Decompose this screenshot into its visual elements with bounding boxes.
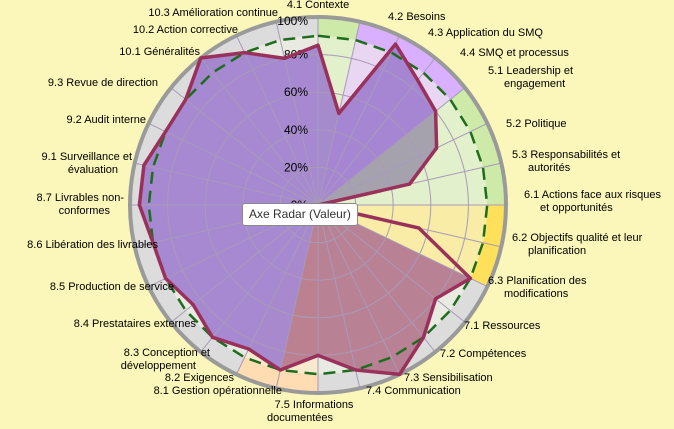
- category-label: 9.3 Revue de direction: [48, 77, 158, 89]
- data-point-16: [278, 368, 282, 372]
- category-label-line: 8.3 Conception et: [124, 347, 210, 359]
- grid-spoke-12: [317, 204, 436, 353]
- category-label-line: 7.5 Informations: [275, 399, 354, 411]
- category-label-line: 6.1 Actions face aux risques: [524, 189, 661, 201]
- data-point-6: [435, 146, 439, 150]
- grid-spoke-14: [317, 204, 361, 389]
- data-point-23: [142, 163, 146, 167]
- data-point-19: [191, 303, 195, 307]
- category-label: 7.5 Informations documentées: [267, 399, 354, 424]
- data-fill-region-1: [318, 44, 436, 205]
- category-label: 4.2 Besoins: [388, 11, 446, 23]
- grid-spoke-26: [200, 57, 319, 206]
- category-label: 6.2 Objectifs qualité et leur planificati…: [512, 232, 643, 257]
- data-point-9: [417, 226, 421, 230]
- grid-spoke-24: [148, 122, 319, 206]
- data-point-24: [164, 130, 168, 134]
- category-label: 10.3 Amélioration continue: [148, 7, 278, 19]
- data-point-3: [393, 42, 398, 46]
- data-point-25: [184, 97, 188, 102]
- category-label: 8.2 Exigences: [165, 372, 235, 384]
- category-label-line: planification: [528, 245, 586, 257]
- category-label: 5.1 Leadership et engagement: [488, 65, 573, 90]
- data-point-21: [151, 241, 155, 245]
- category-label-line: autorités: [528, 162, 571, 174]
- category-label: 4.4 SMQ et processus: [460, 47, 569, 59]
- grid-spoke-13: [317, 204, 401, 375]
- chart-tooltip: Axe Radar (Valeur): [242, 203, 358, 226]
- data-point-5: [434, 109, 438, 113]
- category-label: 8.3 Conception et développement: [121, 347, 210, 372]
- grid-spoke-6: [317, 122, 488, 206]
- category-label-line: engagement: [504, 78, 565, 90]
- category-label: 9.2 Audit interne: [66, 114, 146, 126]
- category-label-line: modifications: [504, 288, 569, 300]
- data-point-17: [247, 347, 251, 351]
- grid-spoke-25: [170, 87, 319, 206]
- category-label: 9.1 Surveillance et évaluation: [42, 151, 133, 176]
- category-label: 5.2 Politique: [506, 118, 567, 130]
- category-label: 6.3 Planification des modifications: [488, 275, 587, 300]
- grid-spoke-3: [317, 35, 401, 206]
- category-label: 8.1 Gestion opérationnelle: [154, 385, 282, 397]
- data-point-26: [199, 56, 203, 60]
- grid-spoke-27: [235, 35, 319, 206]
- data-point-28: [282, 56, 287, 61]
- category-label: 6.1 Actions face aux risques et opportuni…: [524, 189, 661, 214]
- data-fill-region-4: [139, 45, 318, 370]
- category-label-line: 5.3 Responsabilités et: [512, 149, 620, 161]
- category-label-line: conformes: [59, 205, 111, 217]
- category-label-line: 5.1 Leadership et: [488, 65, 573, 77]
- category-label: 7.2 Compétences: [440, 348, 527, 360]
- data-point-7: [408, 182, 412, 186]
- category-label-line: et opportunités: [540, 202, 613, 214]
- category-label: 4.1 Contexte: [287, 0, 349, 11]
- data-point-1: [316, 43, 320, 47]
- category-label-line: développement: [121, 360, 196, 372]
- category-label: 8.4 Prestataires externes: [74, 318, 197, 330]
- category-label: 8.5 Production de service: [50, 281, 174, 293]
- category-label-line: évaluation: [68, 164, 118, 176]
- grid-spoke-4: [317, 57, 436, 206]
- grid-spoke-23: [134, 162, 319, 206]
- category-label: 4.3 Application du SMQ: [428, 27, 543, 39]
- data-point-15: [316, 353, 320, 357]
- category-label: 10.2 Action corrective: [133, 24, 238, 36]
- data-point-22: [137, 203, 141, 207]
- category-label-line: documentées: [267, 412, 334, 424]
- category-label-line: 8.7 Livrables non-: [37, 192, 125, 204]
- category-label: 10.1 Généralités: [119, 46, 200, 58]
- data-point-18: [210, 335, 215, 339]
- axis-tick-label: 60%: [284, 85, 308, 99]
- data-point-10: [468, 276, 472, 280]
- grid-spoke-5: [317, 87, 466, 206]
- data-point-13: [398, 372, 402, 376]
- axis-tick-label: 20%: [284, 160, 308, 174]
- grid-spoke-28: [275, 21, 319, 206]
- category-label: 8.6 Libération des livrables: [27, 239, 158, 251]
- category-label: 8.7 Livrables non-conformes: [37, 192, 125, 217]
- category-label-line: 6.3 Planification des: [488, 275, 587, 287]
- data-point-27: [243, 51, 247, 55]
- category-label: 7.3 Sensibilisation: [404, 372, 493, 384]
- category-label-line: 6.2 Objectifs qualité et leur: [512, 232, 643, 244]
- category-label-line: 9.1 Surveillance et: [42, 151, 133, 163]
- data-point-2: [337, 111, 341, 115]
- data-point-4: [416, 78, 420, 82]
- axis-tick-label: 40%: [284, 123, 308, 137]
- category-label: 7.1 Ressources: [464, 320, 541, 332]
- outer-ring: [128, 15, 508, 395]
- axis-tick-label: 100%: [277, 14, 308, 28]
- category-label: 5.3 Responsabilités et autorités: [512, 149, 620, 174]
- grid-spoke-17: [235, 204, 319, 375]
- grid-spoke-16: [275, 204, 319, 389]
- data-point-12: [421, 335, 426, 339]
- data-point-14: [354, 368, 358, 372]
- grid-spoke-18: [200, 204, 319, 353]
- category-label: 7.4 Communication: [366, 385, 461, 397]
- data-point-20: [164, 276, 168, 280]
- data-point-11: [434, 297, 438, 301]
